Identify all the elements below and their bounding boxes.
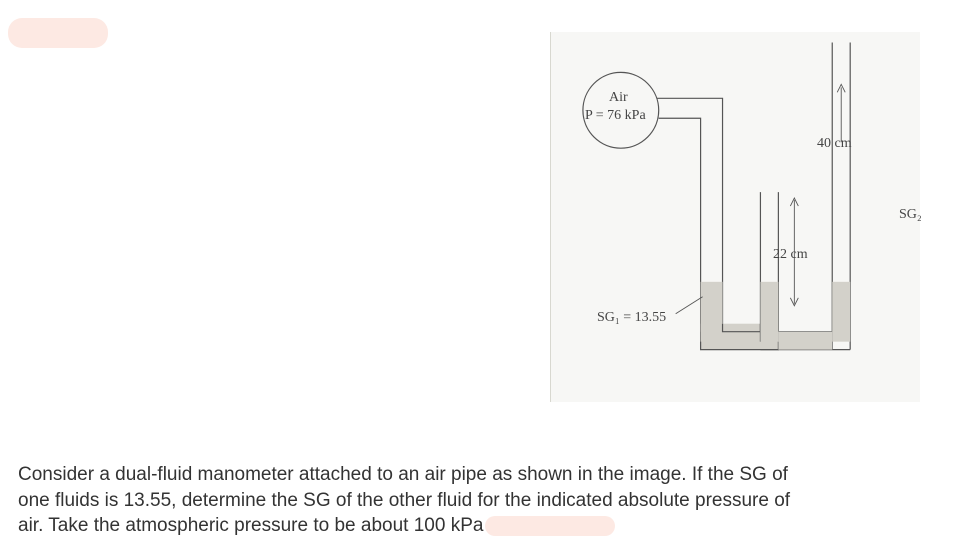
dim-40cm: 40 cm [817,136,852,152]
sg2-label: SG₂ [899,207,922,223]
manometer-diagram: Air P = 76 kPa 40 cm 22 cm SG₁ = 13.55 S… [550,32,920,402]
question-text: Consider a dual-fluid manometer attached… [18,462,938,539]
redaction-highlight-inline [485,516,615,536]
question-line-2: one fluids is 13.55, determine the SG of… [18,488,938,514]
air-label: Air [609,90,628,106]
pressure-label: P = 76 kPa [585,108,646,124]
dim-22cm: 22 cm [773,247,808,263]
question-line-3-text: air. Take the atmospheric pressure to be… [18,515,483,536]
redaction-highlight-top [8,18,108,48]
manometer-svg [551,32,920,402]
sg1-label: SG₁ = 13.55 [597,310,666,326]
question-line-1: Consider a dual-fluid manometer attached… [18,462,938,488]
question-line-3: air. Take the atmospheric pressure to be… [18,513,938,539]
